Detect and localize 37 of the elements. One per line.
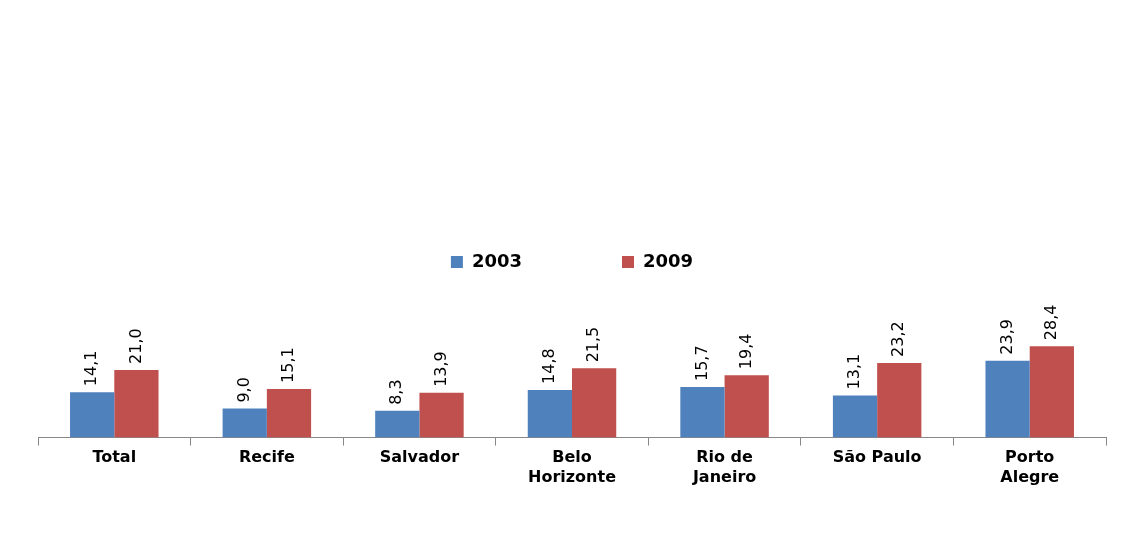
data-label: 28,4 (1040, 304, 1060, 341)
data-label: 9,0 (233, 377, 253, 403)
data-label: 15,1 (278, 347, 298, 383)
bar (680, 387, 725, 438)
data-label: 14,1 (81, 350, 101, 387)
data-label: 21,0 (125, 328, 145, 364)
data-label: 21,5 (583, 326, 603, 363)
data-label: 13,9 (430, 351, 450, 387)
data-label: 19,4 (735, 333, 755, 370)
legend-label: 2009 (643, 249, 694, 271)
bar (572, 368, 617, 438)
bar (985, 360, 1030, 438)
bar (266, 388, 312, 438)
legend-label: 2003 (471, 249, 523, 271)
data-label: 23,9 (996, 319, 1016, 355)
x-tick-label: Porto Alegre (1000, 447, 1060, 486)
data-label: 15,7 (691, 345, 711, 382)
bar (114, 369, 159, 438)
bar (419, 392, 464, 438)
bar (832, 395, 878, 438)
data-label: 8,3 (386, 379, 406, 405)
x-tick-label: Rio de Janeiro (691, 447, 757, 486)
data-label: 13,1 (844, 353, 864, 390)
bar (70, 392, 115, 438)
data-label: 23,2 (888, 321, 908, 357)
bar (1029, 346, 1074, 438)
bar (724, 375, 769, 438)
bar (527, 389, 572, 438)
x-tick-label: Belo Horizonte (528, 447, 617, 486)
bar (375, 410, 420, 438)
bar (877, 362, 922, 438)
data-label: 14,8 (539, 348, 559, 384)
x-tick-label: Recife (238, 447, 295, 467)
x-tick-label: São Paulo (832, 447, 922, 467)
x-tick-label: Total (92, 447, 137, 467)
x-tick-label: Salvador (379, 447, 460, 467)
bar (222, 408, 267, 438)
